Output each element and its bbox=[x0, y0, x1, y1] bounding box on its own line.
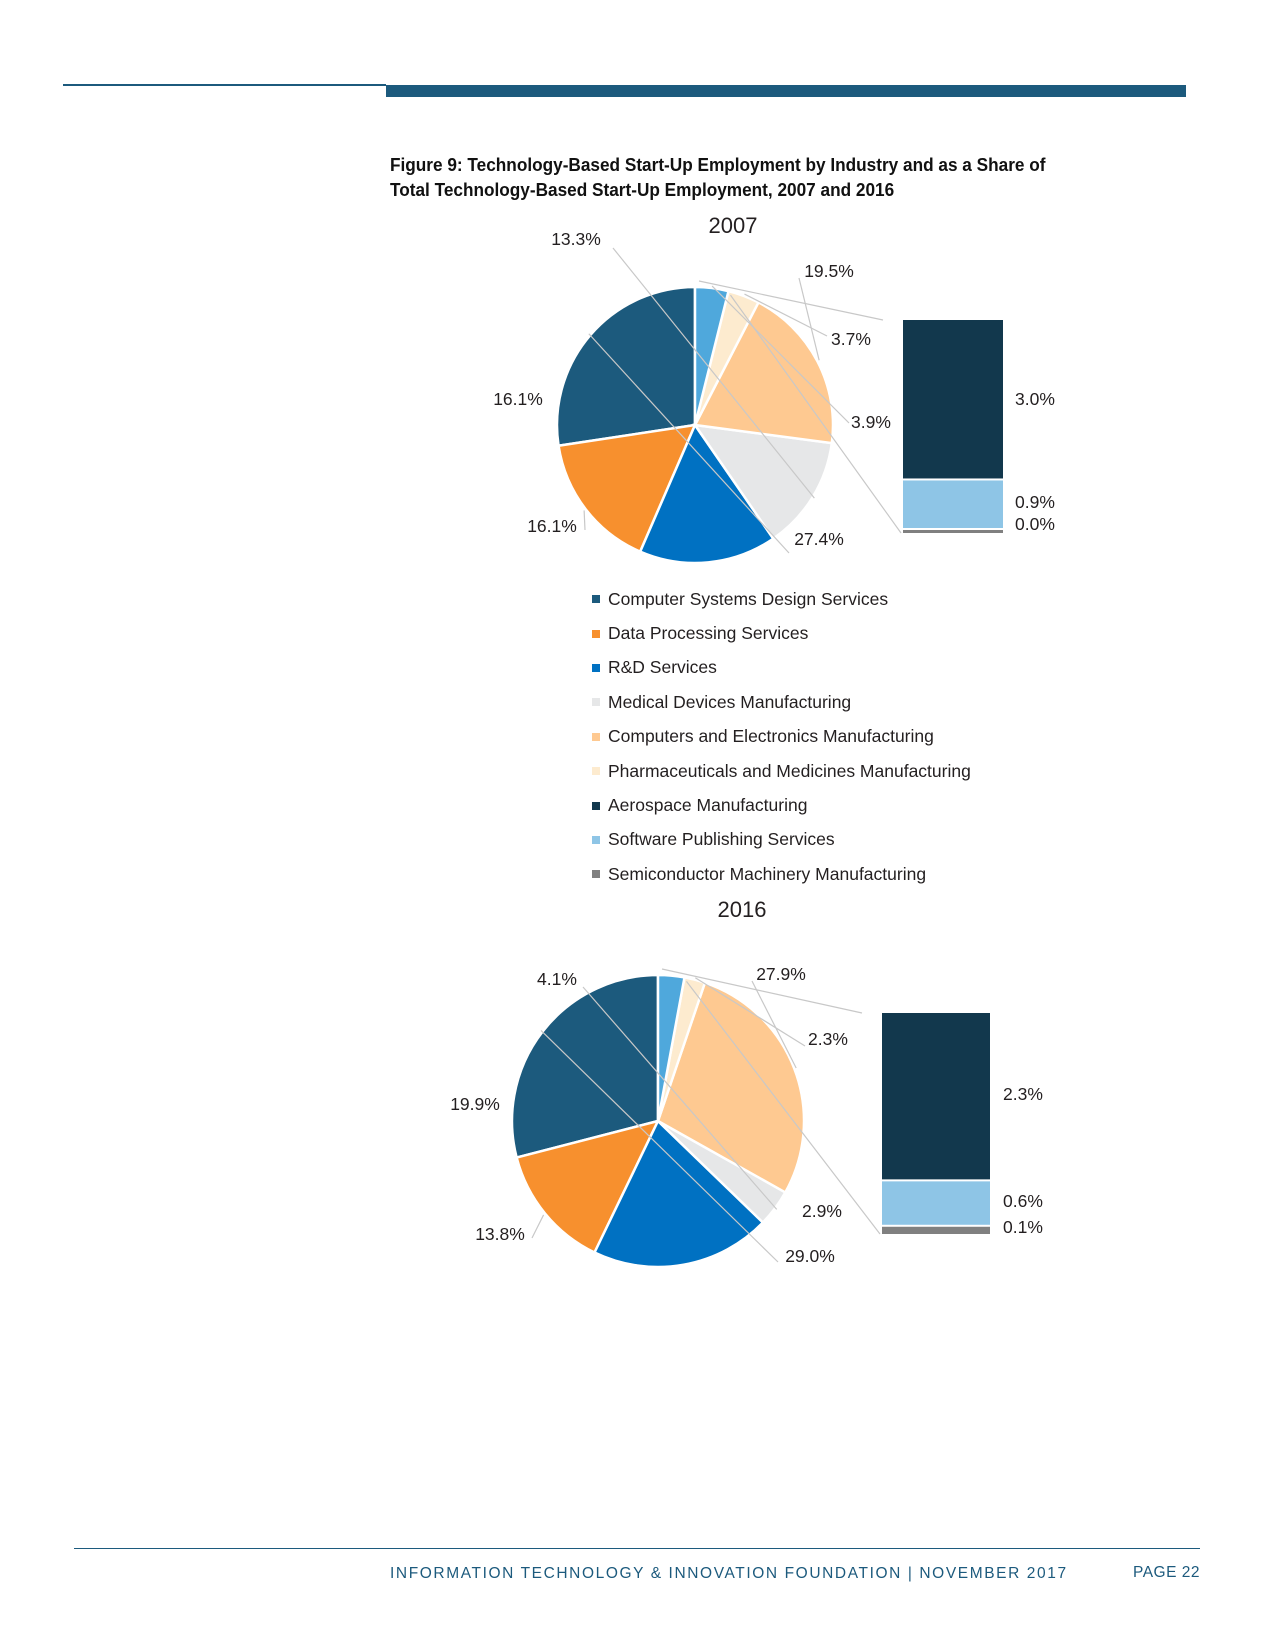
breakout-label-2007-1: 0.9% bbox=[1015, 492, 1055, 512]
legend-label-computer-systems: Computer Systems Design Services bbox=[608, 588, 889, 609]
breakout-bar-2007-0 bbox=[903, 320, 1003, 479]
leader-line-2007-4 bbox=[798, 277, 820, 361]
legend-item-pharmaceuticals: Pharmaceuticals and Medicines Manufactur… bbox=[592, 754, 971, 788]
slice-label-2016-5: 2.3% bbox=[808, 1029, 848, 1049]
figure-title-line-2: Total Technology-Based Start-Up Employme… bbox=[390, 179, 895, 200]
pie-chart-2016: 2016 29.0% 13.8% 19.9% 4.1% 27.9% 2.3% 2.9% 2.3%… bbox=[450, 897, 1043, 1269]
breakout-bar-2007-2 bbox=[903, 530, 1003, 533]
legend-item-semiconductor: Semiconductor Machinery Manufacturing bbox=[592, 857, 971, 891]
chart-title-2016: 2016 bbox=[718, 897, 767, 922]
header-rule-thin bbox=[63, 84, 386, 86]
pie-slice-2016-6 bbox=[656, 973, 686, 1122]
breakout-label-2016-0: 2.3% bbox=[1003, 1084, 1043, 1104]
slice-label-2016-2: 19.9% bbox=[450, 1094, 500, 1114]
page-number: PAGE 22 bbox=[1133, 1564, 1200, 1581]
slice-label-2007-5: 3.7% bbox=[831, 329, 871, 349]
connector-bottom-2007 bbox=[729, 294, 902, 534]
legend-label-semiconductor: Semiconductor Machinery Manufacturing bbox=[608, 863, 927, 884]
slice-label-2016-4: 27.9% bbox=[756, 964, 806, 984]
legend-item-rd-services: R&D Services bbox=[592, 651, 971, 685]
pie-chart-2007: 2007 27.4% 16.1% 16.1% 13.3% 19.5% 3.7% 3.9% 3.0… bbox=[493, 213, 1055, 565]
legend-swatch-rd-services bbox=[592, 663, 600, 672]
legend-label-software-publishing: Software Publishing Services bbox=[608, 829, 835, 850]
breakout-bar-2016-2 bbox=[882, 1226, 990, 1234]
legend-swatch-medical-devices bbox=[592, 698, 600, 707]
pie-slice-2016-1 bbox=[515, 1119, 661, 1255]
leader-line-2016-1 bbox=[531, 1214, 545, 1239]
pie-slice-2007-1 bbox=[557, 423, 698, 554]
leader-line-2007-0 bbox=[588, 333, 790, 554]
legend-swatch-semiconductor bbox=[592, 870, 600, 879]
leader-line-2016-5 bbox=[694, 977, 806, 1047]
connector-bottom-2016 bbox=[686, 981, 881, 1235]
legend-label-medical-devices: Medical Devices Manufacturing bbox=[608, 691, 852, 712]
legend-swatch-software-publishing bbox=[592, 835, 600, 844]
slice-label-2007-2: 16.1% bbox=[493, 389, 543, 409]
breakout-bar-2016-0 bbox=[882, 1013, 990, 1180]
legend-swatch-computers-electronics bbox=[592, 732, 600, 741]
footer-text: INFORMATION TECHNOLOGY & INNOVATION FOUN… bbox=[390, 1565, 1068, 1582]
figure-title: Figure 9: Technology-Based Start-Up Empl… bbox=[390, 152, 1060, 202]
slice-label-2007-4: 19.5% bbox=[804, 261, 854, 281]
breakout-label-2016-1: 0.6% bbox=[1003, 1191, 1043, 1211]
legend-item-computer-systems: Computer Systems Design Services bbox=[592, 582, 971, 616]
leader-line-2016-4 bbox=[751, 980, 797, 1069]
figure-title-line-1: Figure 9: Technology-Based Start-Up Empl… bbox=[390, 154, 1046, 175]
slice-label-2016-3: 4.1% bbox=[537, 969, 577, 989]
pie-slice-2007-3 bbox=[692, 423, 834, 541]
slice-label-2016-1: 13.8% bbox=[475, 1224, 525, 1244]
legend-label-data-processing: Data Processing Services bbox=[608, 623, 809, 644]
footer-rule bbox=[74, 1548, 1200, 1549]
pie-slice-2016-4 bbox=[656, 981, 806, 1195]
leader-line-2007-6 bbox=[711, 285, 850, 424]
legend-item-medical-devices: Medical Devices Manufacturing bbox=[592, 685, 971, 719]
legend-item-computers-electronics: Computers and Electronics Manufacturing bbox=[592, 720, 971, 754]
leader-line-2007-3 bbox=[612, 247, 815, 499]
leader-line-2007-1 bbox=[583, 510, 586, 531]
legend-item-data-processing: Data Processing Services bbox=[592, 616, 971, 650]
legend-label-aerospace: Aerospace Manufacturing bbox=[608, 795, 808, 816]
header-rule-thick bbox=[386, 85, 1186, 97]
leader-line-2007-5 bbox=[744, 293, 828, 337]
legend-label-computers-electronics: Computers and Electronics Manufacturing bbox=[608, 726, 934, 747]
breakout-bar-2016-1 bbox=[882, 1181, 990, 1225]
pie-slice-2007-0 bbox=[555, 285, 697, 448]
legend-item-software-publishing: Software Publishing Services bbox=[592, 823, 971, 857]
legend-swatch-pharmaceuticals bbox=[592, 767, 600, 776]
chart-title-2007: 2007 bbox=[709, 213, 758, 238]
pie-slice-2007-4 bbox=[693, 300, 835, 445]
legend-label-rd-services: R&D Services bbox=[608, 657, 717, 678]
connector-top-2007 bbox=[698, 280, 884, 321]
slice-label-2007-6: 3.9% bbox=[851, 412, 891, 432]
breakout-label-2016-2: 0.1% bbox=[1003, 1217, 1043, 1237]
legend-swatch-computer-systems bbox=[592, 595, 600, 604]
legend-swatch-aerospace bbox=[592, 801, 600, 810]
legend-item-aerospace: Aerospace Manufacturing bbox=[592, 788, 971, 822]
pie-slice-2007-2 bbox=[638, 422, 776, 565]
breakout-bar-2007-1 bbox=[903, 480, 1003, 528]
slice-label-2016-0: 29.0% bbox=[785, 1246, 835, 1266]
slice-label-2007-0: 27.4% bbox=[794, 529, 844, 549]
breakout-label-2007-0: 3.0% bbox=[1015, 389, 1055, 409]
slice-label-2016-6: 2.9% bbox=[802, 1201, 842, 1221]
chart-legend: Computer Systems Design Services Data Pr… bbox=[592, 582, 971, 892]
slice-label-2007-1: 16.1% bbox=[527, 516, 577, 536]
legend-label-pharmaceuticals: Pharmaceuticals and Medicines Manufactur… bbox=[608, 760, 971, 781]
legend-swatch-data-processing bbox=[592, 629, 600, 638]
breakout-label-2007-2: 0.0% bbox=[1015, 514, 1055, 534]
slice-label-2007-3: 13.3% bbox=[551, 229, 601, 249]
leader-line-2016-0 bbox=[540, 1029, 779, 1263]
pie-slice-2007-6 bbox=[693, 285, 730, 426]
leader-line-2016-3 bbox=[582, 986, 778, 1210]
connector-top-2016 bbox=[661, 968, 863, 1014]
